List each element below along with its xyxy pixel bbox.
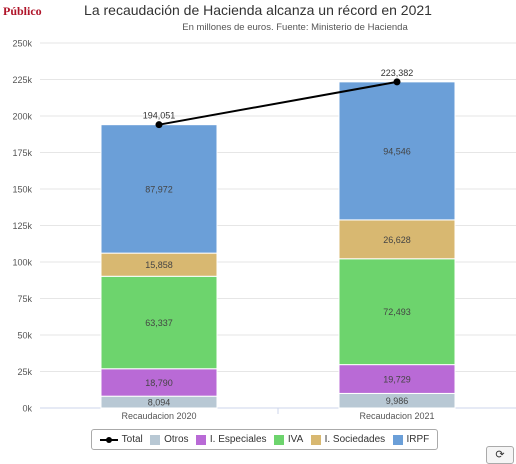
data-label: 94,546 bbox=[383, 146, 411, 156]
chart-title: La recaudación de Hacienda alcanza un ré… bbox=[84, 2, 432, 18]
data-label: 72,493 bbox=[383, 307, 411, 317]
data-label: 19,729 bbox=[383, 375, 411, 385]
legend-label-iva: IVA bbox=[287, 434, 304, 445]
bar-segment bbox=[338, 81, 456, 221]
data-label: 87,972 bbox=[145, 184, 173, 194]
data-label: 26,628 bbox=[383, 235, 411, 245]
legend-item-sociedades[interactable]: I. Sociedades bbox=[310, 434, 386, 445]
refresh-button[interactable]: ⟳ bbox=[486, 446, 514, 464]
x-tick-label: Recaudacion 2020 bbox=[121, 411, 196, 421]
legend-item-otros[interactable]: Otros bbox=[150, 434, 189, 445]
x-tick-label: Recaudacion 2021 bbox=[359, 411, 434, 421]
legend-label-especiales: I. Especiales bbox=[209, 434, 267, 445]
bar-segment bbox=[100, 368, 218, 397]
refresh-icon: ⟳ bbox=[495, 449, 505, 461]
legend-swatch-otros bbox=[150, 434, 161, 445]
data-label: 9,986 bbox=[386, 396, 409, 406]
y-tick-label: 150k bbox=[12, 185, 32, 195]
y-tick-label: 75k bbox=[17, 294, 32, 304]
y-tick-label: 25k bbox=[17, 367, 32, 377]
brand-logo: Público bbox=[3, 4, 42, 18]
data-label: 15,858 bbox=[145, 260, 173, 270]
legend-item-iva[interactable]: IVA bbox=[273, 434, 304, 445]
y-tick-label: 50k bbox=[17, 331, 32, 341]
total-point bbox=[393, 78, 401, 86]
legend-swatch-iva bbox=[273, 434, 284, 445]
chart-legend: Total Otros I. Especiales IVA I. Socieda… bbox=[91, 429, 438, 450]
legend-item-irpf[interactable]: IRPF bbox=[392, 434, 430, 445]
total-point bbox=[155, 121, 163, 129]
data-label: 18,790 bbox=[145, 378, 173, 388]
legend-label-otros: Otros bbox=[164, 434, 189, 445]
y-tick-label: 100k bbox=[12, 258, 32, 268]
bar-segment bbox=[338, 219, 456, 260]
data-label: 63,337 bbox=[145, 318, 173, 328]
chart-subtitle: En millones de euros. Fuente: Ministerio… bbox=[182, 22, 408, 33]
y-tick-label: 250k bbox=[12, 39, 32, 49]
y-tick-label: 125k bbox=[12, 221, 32, 231]
legend-swatch-sociedades bbox=[310, 434, 321, 445]
y-tick-label: 175k bbox=[12, 148, 32, 158]
bar-segment bbox=[100, 275, 218, 370]
bar-segment bbox=[100, 124, 218, 254]
legend-swatch-especiales bbox=[195, 434, 206, 445]
legend-item-total[interactable]: Total bbox=[99, 434, 143, 445]
bar-segment bbox=[338, 364, 456, 394]
y-tick-label: 0k bbox=[22, 404, 32, 414]
legend-label-irpf: IRPF bbox=[406, 434, 430, 445]
legend-swatch-irpf bbox=[392, 434, 403, 445]
legend-line-marker bbox=[99, 435, 118, 445]
total-label: 223,382 bbox=[381, 68, 414, 78]
total-label: 194,051 bbox=[143, 111, 176, 121]
bar-segment bbox=[338, 258, 456, 366]
y-tick-label: 200k bbox=[12, 112, 32, 122]
total-line bbox=[158, 80, 398, 126]
data-label: 8,094 bbox=[148, 398, 171, 408]
legend-label-sociedades: I. Sociedades bbox=[324, 434, 386, 445]
legend-item-especiales[interactable]: I. Especiales bbox=[195, 434, 267, 445]
legend-label-total: Total bbox=[121, 434, 143, 445]
y-tick-label: 225k bbox=[12, 75, 32, 85]
